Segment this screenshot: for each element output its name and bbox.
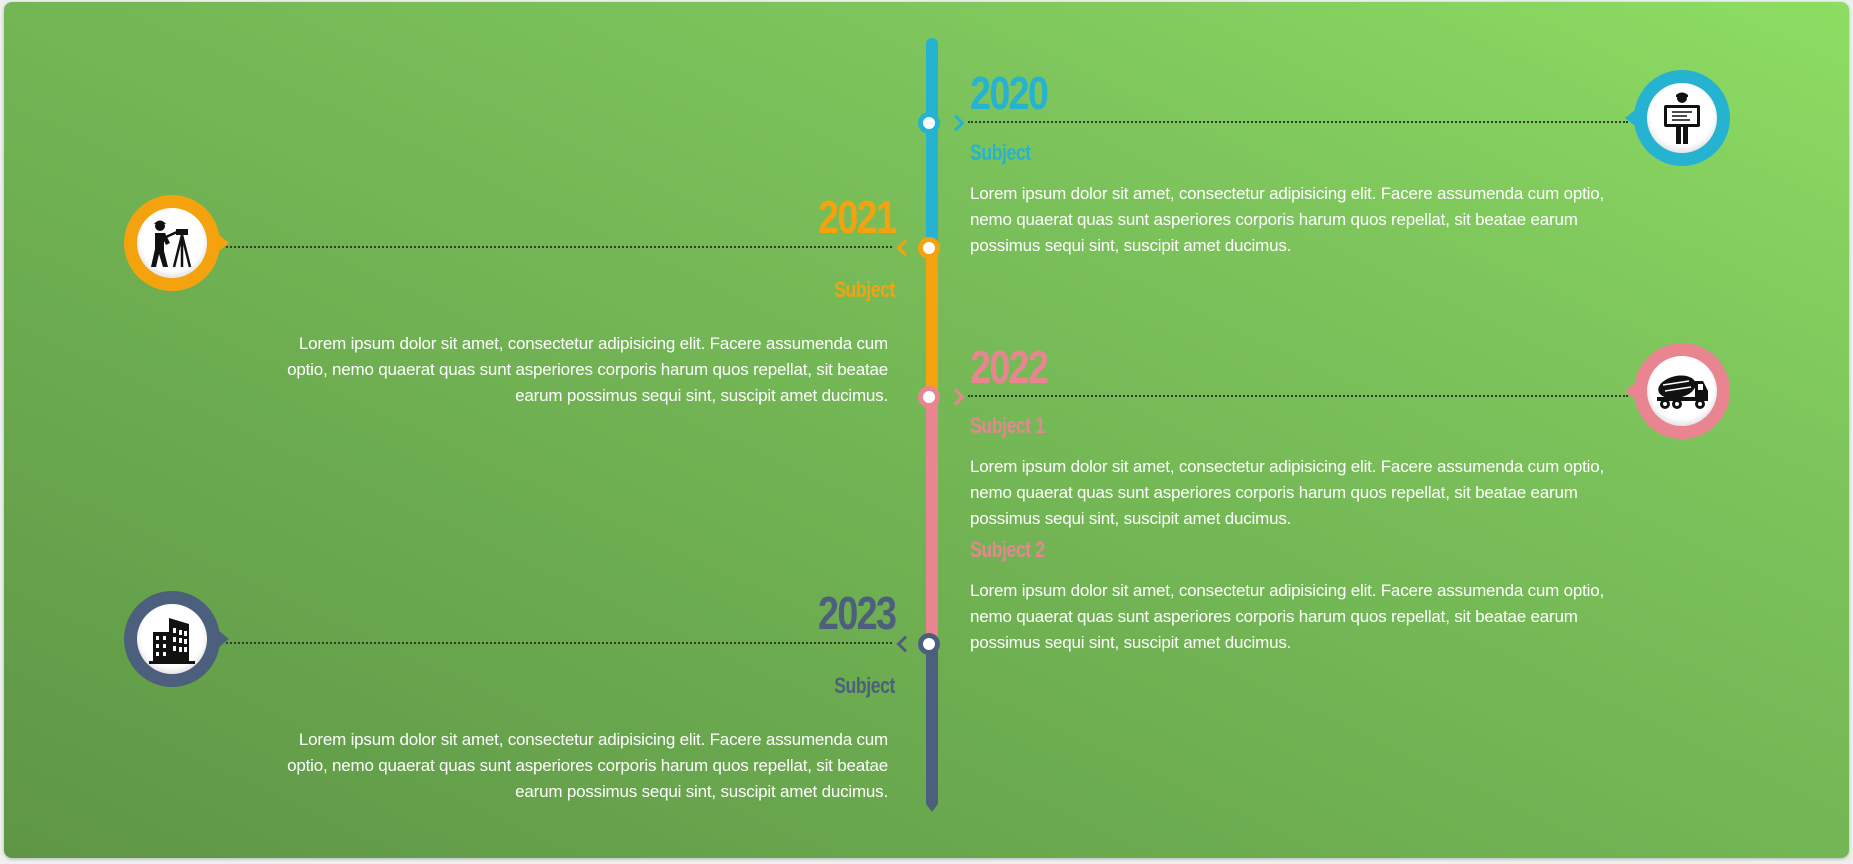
timeline-spine-segment-2023 (926, 644, 938, 804)
connector-2021 (226, 246, 892, 248)
subject-title: Subject 2 (970, 537, 1045, 562)
timeline-dot-2022 (918, 386, 940, 408)
chevron-right-icon (947, 114, 965, 132)
badge-2023 (124, 591, 229, 687)
subject-text: Lorem ipsum dolor sit amet, consectetur … (287, 334, 888, 405)
timeline-spine-segment-2020 (926, 38, 938, 248)
subject-title: Subject (834, 673, 895, 698)
surveyor-icon (151, 220, 192, 268)
badge-2020 (1625, 70, 1730, 166)
year-2023: 2023 (817, 587, 897, 639)
timeline-spine-segment-2021 (926, 248, 938, 398)
badge-2022 (1625, 343, 1730, 439)
connector-2020 (968, 121, 1628, 123)
concrete-mixer-truck-icon (1657, 375, 1708, 409)
subject-text: Lorem ipsum dolor sit amet, consectetur … (970, 457, 1605, 528)
subject-title: Subject (834, 277, 895, 302)
timeline-spine-segment-2022 (926, 398, 938, 644)
year-2021: 2021 (817, 191, 897, 243)
chevron-left-icon (896, 635, 914, 653)
subject-text: Lorem ipsum dolor sit amet, consectetur … (287, 730, 888, 801)
worker-blueprint-icon (1664, 92, 1700, 144)
year-2020: 2020 (970, 67, 1049, 119)
office-building-icon (149, 618, 195, 664)
subject-text: Lorem ipsum dolor sit amet, consectetur … (970, 184, 1605, 255)
badge-2021 (124, 195, 229, 291)
subject-title: Subject (970, 140, 1031, 165)
timeline-spine-end (926, 804, 938, 812)
timeline-dot-2021 (918, 237, 940, 259)
subject-text: Lorem ipsum dolor sit amet, consectetur … (970, 581, 1605, 652)
chevron-right-icon (947, 388, 965, 406)
year-2022: 2022 (970, 341, 1049, 393)
timeline-panel: 2020 Subject Lorem ipsum dolor sit amet,… (4, 2, 1849, 858)
connector-2023 (226, 642, 892, 644)
timeline-dot-2023 (918, 633, 940, 655)
timeline-dot-2020 (918, 112, 940, 134)
subject-title: Subject 1 (970, 413, 1045, 438)
chevron-left-icon (896, 239, 914, 257)
connector-2022 (968, 395, 1628, 397)
